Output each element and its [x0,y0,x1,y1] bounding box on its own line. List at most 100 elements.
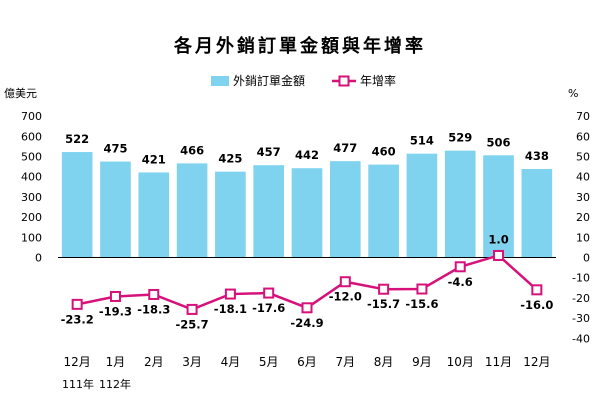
bar [253,165,285,258]
category-label: 12月 [64,355,91,369]
growth-marker [263,287,275,299]
category-label: 10月 [447,355,474,369]
bar-series: 522 475 421 466 425 457 442 477 460 514 529 506 438 [61,131,553,258]
bar-value-label: 421 [142,152,166,166]
bar [138,172,170,258]
bar-value-label: 460 [372,145,396,159]
bar-value-label: 425 [218,152,242,166]
growth-value-label: -19.3 [99,304,132,318]
right-tick-label: -30 [572,312,590,325]
growth-value-label: -17.6 [252,301,285,315]
right-axis-ticks: 70 60 50 40 30 20 10 0 -10 -20 -30 -40 [572,110,590,345]
bar-value-label: 475 [103,142,127,156]
growth-value-label: -25.7 [175,317,208,331]
growth-value-label: -15.7 [367,297,400,311]
bar [61,152,93,258]
right-tick-label: 30 [576,191,590,204]
category-label: 12月 [523,355,550,369]
growth-marker [454,261,466,273]
growth-marker [148,288,160,300]
category-label: 6月 [297,355,317,369]
right-tick-label: 20 [576,211,590,224]
bar-value-label: 457 [257,145,281,159]
growth-value-label: -23.2 [61,312,94,326]
bar-value-label: 529 [448,131,472,145]
left-tick-label: 600 [21,130,42,143]
growth-value-label: 1.0 [488,232,508,246]
right-tick-label: 40 [576,171,590,184]
growth-marker [301,302,313,314]
growth-line-series: -23.2 -19.3 -18.3 -25.7 -18.1 -17.6 -24.9 -12.0… [61,232,554,331]
growth-value-label: -12.0 [329,290,362,304]
category-label: 1月 [106,355,126,369]
left-axis-ticks: 700 600 500 400 300 200 100 0 [21,110,42,264]
category-label: 9月 [412,355,432,369]
growth-marker [186,303,198,315]
bar [368,164,399,258]
right-tick-label: 70 [576,110,590,123]
left-tick-label: 300 [21,191,42,204]
category-label: 2月 [144,355,164,369]
growth-value-label: -4.6 [448,275,473,289]
left-axis-unit: 億美元 [4,87,37,100]
right-tick-label: 10 [576,231,590,244]
growth-marker [109,290,121,302]
bar [406,153,438,258]
legend: 外銷訂單金額 年增率 [211,73,396,88]
bar-value-label: 514 [410,134,434,148]
category-label: 7月 [335,355,355,369]
right-tick-label: -10 [572,272,590,285]
growth-value-label: -18.1 [214,302,247,316]
legend-bar-swatch [211,76,229,86]
category-label: 11月 [485,355,512,369]
right-tick-label: 60 [576,130,590,143]
growth-marker [493,249,505,261]
growth-marker [71,298,83,310]
right-tick-label: 0 [583,252,590,265]
category-label: 5月 [259,355,279,369]
growth-marker [531,284,543,296]
bar [329,161,361,258]
category-labels: 12月 1月 2月 3月 4月 5月 6月 7月 8月 9月 10月 11月 12月 [64,355,551,369]
bar [483,155,514,258]
category-label: 8月 [374,355,394,369]
growth-value-label: -16.0 [520,298,553,312]
left-tick-label: 700 [21,110,42,123]
right-tick-label: -40 [572,332,590,345]
bar [521,169,553,258]
left-tick-label: 100 [21,231,42,244]
left-tick-label: 500 [21,151,42,164]
bar-value-label: 506 [487,135,511,149]
right-tick-label: -20 [572,292,590,305]
growth-value-label: -18.3 [137,302,170,316]
growth-marker [339,276,351,288]
bar-value-label: 438 [525,149,549,163]
growth-value-label: -15.6 [405,297,438,311]
legend-bar-label: 外銷訂單金額 [233,73,305,88]
chart-title: 各月外銷訂單金額與年增率 [173,35,426,57]
legend-line-label: 年增率 [360,73,396,88]
left-tick-label: 400 [21,171,42,184]
bar [176,163,208,258]
bar [215,171,246,258]
legend-line-marker [338,75,350,87]
year-label-111: 111年 [62,377,94,391]
growth-marker [416,283,428,295]
year-label-112: 112年 [99,377,131,391]
growth-value-label: -24.9 [290,316,323,330]
bar [100,161,131,258]
bar-value-label: 477 [333,141,357,155]
bar [444,150,476,258]
growth-marker [224,288,236,300]
left-tick-label: 200 [21,211,42,224]
bar-value-label: 522 [65,132,89,146]
bar [291,168,323,258]
category-label: 3月 [182,355,202,369]
right-axis-unit: % [568,87,578,100]
bar-value-label: 442 [295,148,319,162]
right-tick-label: 50 [576,151,590,164]
left-tick-label: 0 [35,252,42,265]
growth-marker [378,283,390,295]
bar-value-label: 466 [180,143,204,157]
